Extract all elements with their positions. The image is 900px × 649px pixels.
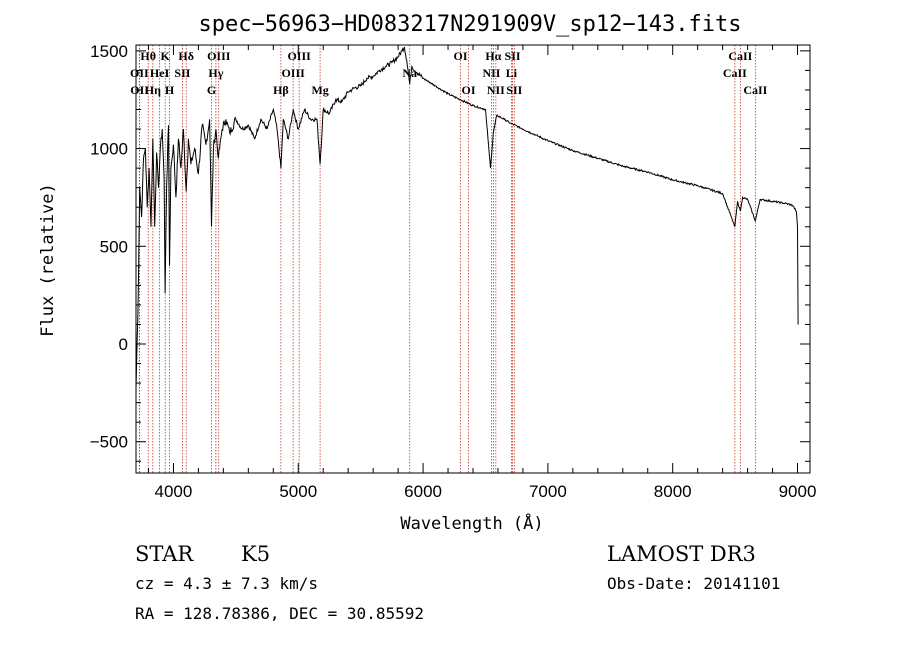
y-tick-label-4: 1500 [90,42,128,61]
line-label-13: OIII [287,49,311,63]
line-label-7: SII [174,66,190,80]
line-label-15: Mg [311,83,328,97]
x-tick-label-1: 5000 [279,482,317,501]
ra-dec-coords: RA = 128.78386, DEC = 30.85592 [135,604,424,623]
line-label-10: Hγ [208,66,223,80]
line-label-23: Li [506,66,518,80]
plot-frame [135,44,811,474]
line-label-5: K [161,49,171,63]
line-label-16: Na [402,66,417,80]
spectrum-line [135,46,799,390]
line-label-3: Hη [145,83,161,97]
x-tick-label-0: 4000 [155,482,193,501]
y-tick-label-3: 1000 [90,140,128,159]
line-label-21: NII [487,83,505,97]
object-subclass: K5 [241,542,270,566]
line-label-22: SII [505,49,521,63]
line-label-1: OII [130,66,149,80]
line-label-14: OIII [281,66,305,80]
line-label-26: CaII [723,66,747,80]
line-label-19: Hα [485,49,501,63]
line-label-4: HeI [150,66,170,80]
line-label-11: G [207,83,216,97]
line-label-18: OI [461,83,475,97]
chart-title: spec−56963−HD083217N291909V_sp12−143.fit… [198,12,741,37]
x-tick-label-4: 8000 [654,482,692,501]
x-tick-label-5: 9000 [779,482,817,501]
line-markers [138,45,756,473]
line-label-8: Hδ [178,49,194,63]
line-label-27: CaII [743,83,767,97]
y-axis-label: Flux (relative) [38,183,58,337]
x-tick-label-3: 7000 [529,482,567,501]
line-label-17: OI [454,49,468,63]
line-label-9: OIII [207,49,231,63]
x-tick-label-2: 6000 [404,482,442,501]
line-label-25: CaII [728,49,752,63]
y-tick-label-0: −500 [90,433,128,452]
line-label-12: Hβ [273,83,289,97]
object-class: STAR [135,542,194,566]
x-axis-label: Wavelength (Å) [400,512,543,534]
line-label-20: NII [482,66,500,80]
y-tick-label-2: 500 [100,237,128,256]
survey-label: LAMOST DR3 [607,542,756,566]
obs-date: Obs-Date: 20141101 [607,574,780,593]
axis-ticks: 4000 5000 6000 7000 8000 9000 −500 0 500 1000 1500 [90,42,817,501]
line-label-24: SII [506,83,522,97]
y-tick-label-1: 0 [119,335,128,354]
redshift-cz: cz = 4.3 ± 7.3 km/s [135,574,318,593]
line-label-6: H [165,83,175,97]
line-label-0: Hθ [140,49,156,63]
